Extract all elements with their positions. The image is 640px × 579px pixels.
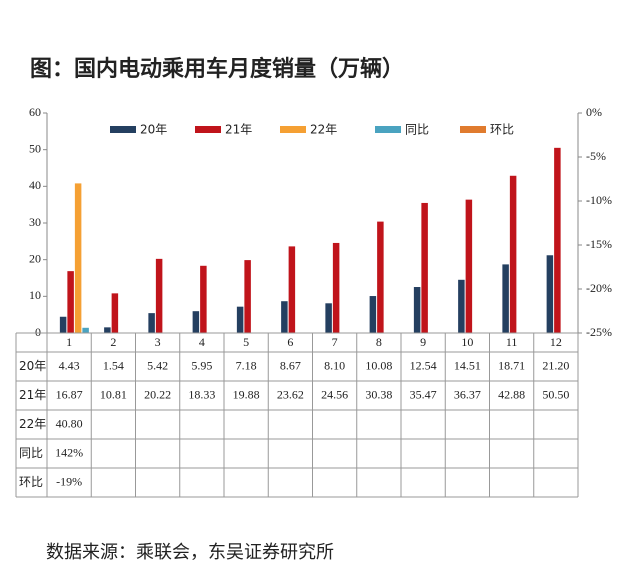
legend-swatch [280, 126, 306, 133]
x-tick-label: 10 [461, 335, 473, 349]
y-tick-label: 50 [29, 141, 41, 155]
y-tick-label: 10 [29, 288, 41, 302]
bar [155, 258, 163, 333]
table-cell: 19.88 [233, 387, 260, 401]
y2-tick-label: -10% [586, 193, 612, 207]
table-cell: -19% [56, 474, 82, 488]
table-cell: 20.22 [144, 387, 171, 401]
y-tick-label: 40 [29, 178, 41, 192]
row-header: 20年 [19, 359, 46, 373]
y-tick-label: 60 [29, 105, 41, 119]
bar [200, 265, 207, 333]
legend-swatch [375, 126, 401, 133]
bar [502, 264, 509, 333]
x-tick-label: 11 [506, 335, 518, 349]
x-tick-label: 1 [66, 335, 72, 349]
x-tick-label: 8 [376, 335, 382, 349]
x-tick-label: 12 [550, 335, 562, 349]
table-cell: 35.47 [410, 387, 437, 401]
legend-label: 21年 [225, 123, 252, 137]
x-tick-label: 2 [110, 335, 116, 349]
table-cell: 8.67 [280, 358, 301, 372]
y2-tick-label: 0% [586, 105, 602, 119]
row-header: 22年 [19, 417, 46, 431]
table-cell: 18.33 [188, 387, 215, 401]
y2-tick-label: -20% [586, 281, 612, 295]
chart-title: 图：国内电动乘用车月度销量（万辆） [30, 56, 404, 82]
legend-swatch [195, 126, 221, 133]
table-cell: 4.43 [59, 358, 80, 372]
table-cell: 23.62 [277, 387, 304, 401]
bar [67, 271, 74, 333]
table-cell: 1.54 [103, 358, 124, 372]
x-tick-label: 6 [287, 335, 293, 349]
table-cell: 30.38 [365, 387, 392, 401]
bar [421, 202, 428, 333]
y-tick-label: 30 [29, 215, 41, 229]
bar [332, 242, 340, 333]
legend-swatch [460, 126, 486, 133]
bar [59, 316, 67, 333]
bar [244, 260, 251, 333]
bar [413, 287, 421, 333]
bar [111, 293, 119, 333]
x-tick-label: 9 [420, 335, 426, 349]
bar [148, 313, 155, 333]
x-tick-label: 3 [155, 335, 161, 349]
table-cell: 36.37 [454, 387, 481, 401]
bar [546, 255, 554, 333]
bar [74, 183, 82, 333]
bar [369, 296, 377, 333]
bar [82, 327, 89, 333]
bar [104, 327, 111, 333]
table-cell: 16.87 [56, 387, 83, 401]
table-cell: 10.81 [100, 387, 127, 401]
table-cell: 142% [55, 445, 83, 459]
table-cell: 40.80 [56, 416, 83, 430]
table-cell: 14.51 [454, 358, 481, 372]
y-tick-label: 20 [29, 251, 41, 265]
y2-tick-label: -25% [586, 325, 612, 339]
table-cell: 5.95 [191, 358, 212, 372]
bar [377, 221, 384, 333]
y2-tick-label: -5% [586, 149, 606, 163]
table-cell: 42.88 [498, 387, 525, 401]
legend-swatch [110, 126, 136, 133]
row-header: 环比 [19, 475, 43, 489]
source: 数据来源：乘联会，东吴证券研究所 [46, 542, 334, 563]
legend-label: 22年 [310, 123, 337, 137]
row-header: 同比 [19, 446, 43, 460]
table-cell: 21.20 [542, 358, 569, 372]
bar [458, 279, 465, 333]
bar [509, 175, 517, 333]
y-tick-label: 0 [35, 325, 41, 339]
bar [192, 311, 200, 333]
table-cell: 10.08 [365, 358, 392, 372]
table-cell: 5.42 [147, 358, 168, 372]
x-tick-label: 5 [243, 335, 249, 349]
bar [465, 199, 473, 333]
bar [281, 301, 288, 333]
bar [288, 246, 296, 333]
legend-label: 20年 [140, 123, 167, 137]
legend-label: 同比 [405, 123, 429, 137]
row-header: 21年 [19, 388, 46, 402]
x-tick-label: 7 [332, 335, 338, 349]
bar [325, 303, 332, 333]
legend-label: 环比 [490, 123, 514, 137]
x-tick-label: 4 [199, 335, 205, 349]
bar [554, 147, 561, 333]
table-cell: 7.18 [236, 358, 257, 372]
table-cell: 8.10 [324, 358, 345, 372]
table-cell: 50.50 [542, 387, 569, 401]
table-cell: 12.54 [410, 358, 437, 372]
table-cell: 24.56 [321, 387, 348, 401]
table-cell: 18.71 [498, 358, 525, 372]
y2-tick-label: -15% [586, 237, 612, 251]
bar [236, 306, 244, 333]
